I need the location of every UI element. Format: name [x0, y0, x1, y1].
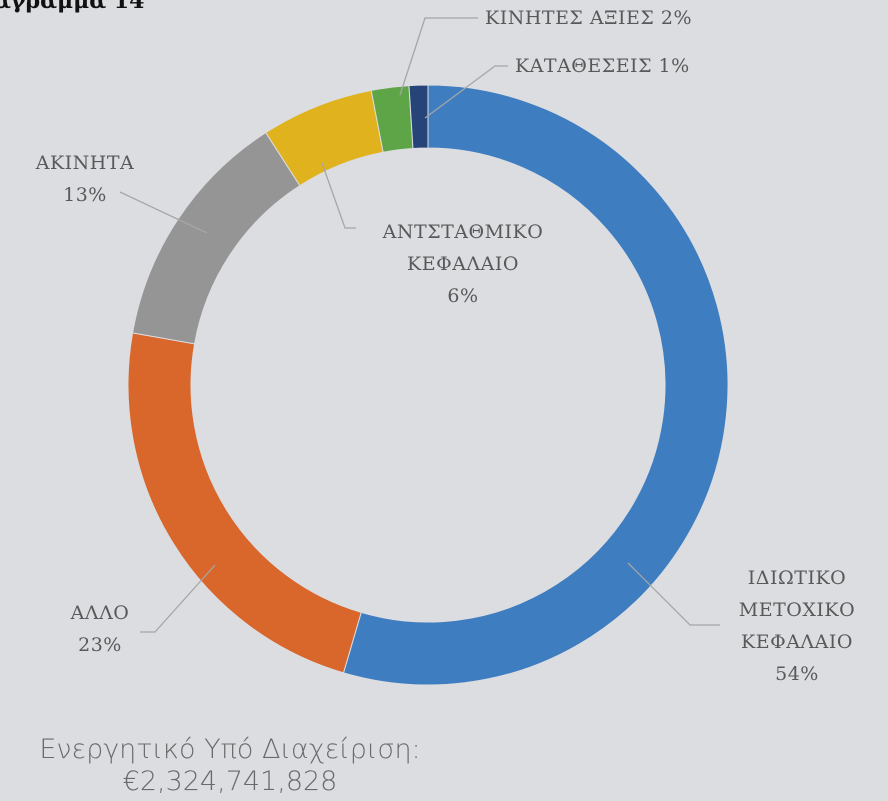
data-label: ΚΑΤΑΘΕΣΕΙΣ 1%: [515, 50, 690, 82]
data-label: ΙΔΙΩΤΙΚΟ ΜΕΤΟΧΙΚΟ ΚΕΦΑΛΑΙΟ 54%: [722, 562, 872, 690]
donut: [127, 84, 729, 686]
donut-segment: [342, 84, 729, 686]
category-label: ΚΑΤΑΘΕΣΕΙΣ: [515, 55, 652, 77]
value-label: 2%: [660, 7, 693, 29]
annotation: €2,324,741,828: [122, 766, 338, 797]
value-label: 23%: [78, 634, 122, 656]
data-label: ΑΝΤΣΤΑΘΜΙΚΟ ΚΕΦΑΛΑΙΟ 6%: [363, 216, 563, 312]
leader-lines: [119, 17, 720, 633]
value-label: 54%: [775, 663, 819, 685]
value-label: 6%: [447, 285, 479, 307]
leader-line: [119, 191, 208, 234]
leader-line: [321, 162, 356, 229]
donut-segment: [127, 332, 362, 674]
category-label: ΑΝΤΣΤΑΘΜΙΚΟ ΚΕΦΑΛΑΙΟ: [382, 221, 544, 275]
category-label: ΑΛΛΟ: [70, 602, 130, 624]
leader-line: [424, 65, 508, 119]
data-label: ΚΙΝΗΤΕΣ ΑΞΙΕΣ 2%: [485, 2, 692, 34]
category-label: ΑΚΙΝΗΤΑ: [35, 152, 135, 174]
value-label: 13%: [63, 184, 107, 206]
data-label: ΑΛΛΟ 23%: [40, 597, 160, 661]
leader-line: [627, 562, 720, 626]
data-label: ΑΚΙΝΗΤΑ 13%: [15, 147, 155, 211]
category-label: ΚΙΝΗΤΕΣ ΑΞΙΕΣ: [485, 7, 655, 29]
value-label: 1%: [658, 55, 690, 77]
chart-title: αγραμμα 14: [0, 0, 145, 14]
donut-segment: [131, 131, 301, 345]
category-label: ΙΔΙΩΤΙΚΟ ΜΕΤΟΧΙΚΟ ΚΕΦΑΛΑΙΟ: [738, 567, 856, 653]
donut-segment: [408, 84, 429, 150]
leader-line: [399, 17, 478, 96]
leader-line: [140, 564, 216, 633]
annotation: Ενεργητικό Υπό Διαχείριση:: [39, 734, 421, 765]
